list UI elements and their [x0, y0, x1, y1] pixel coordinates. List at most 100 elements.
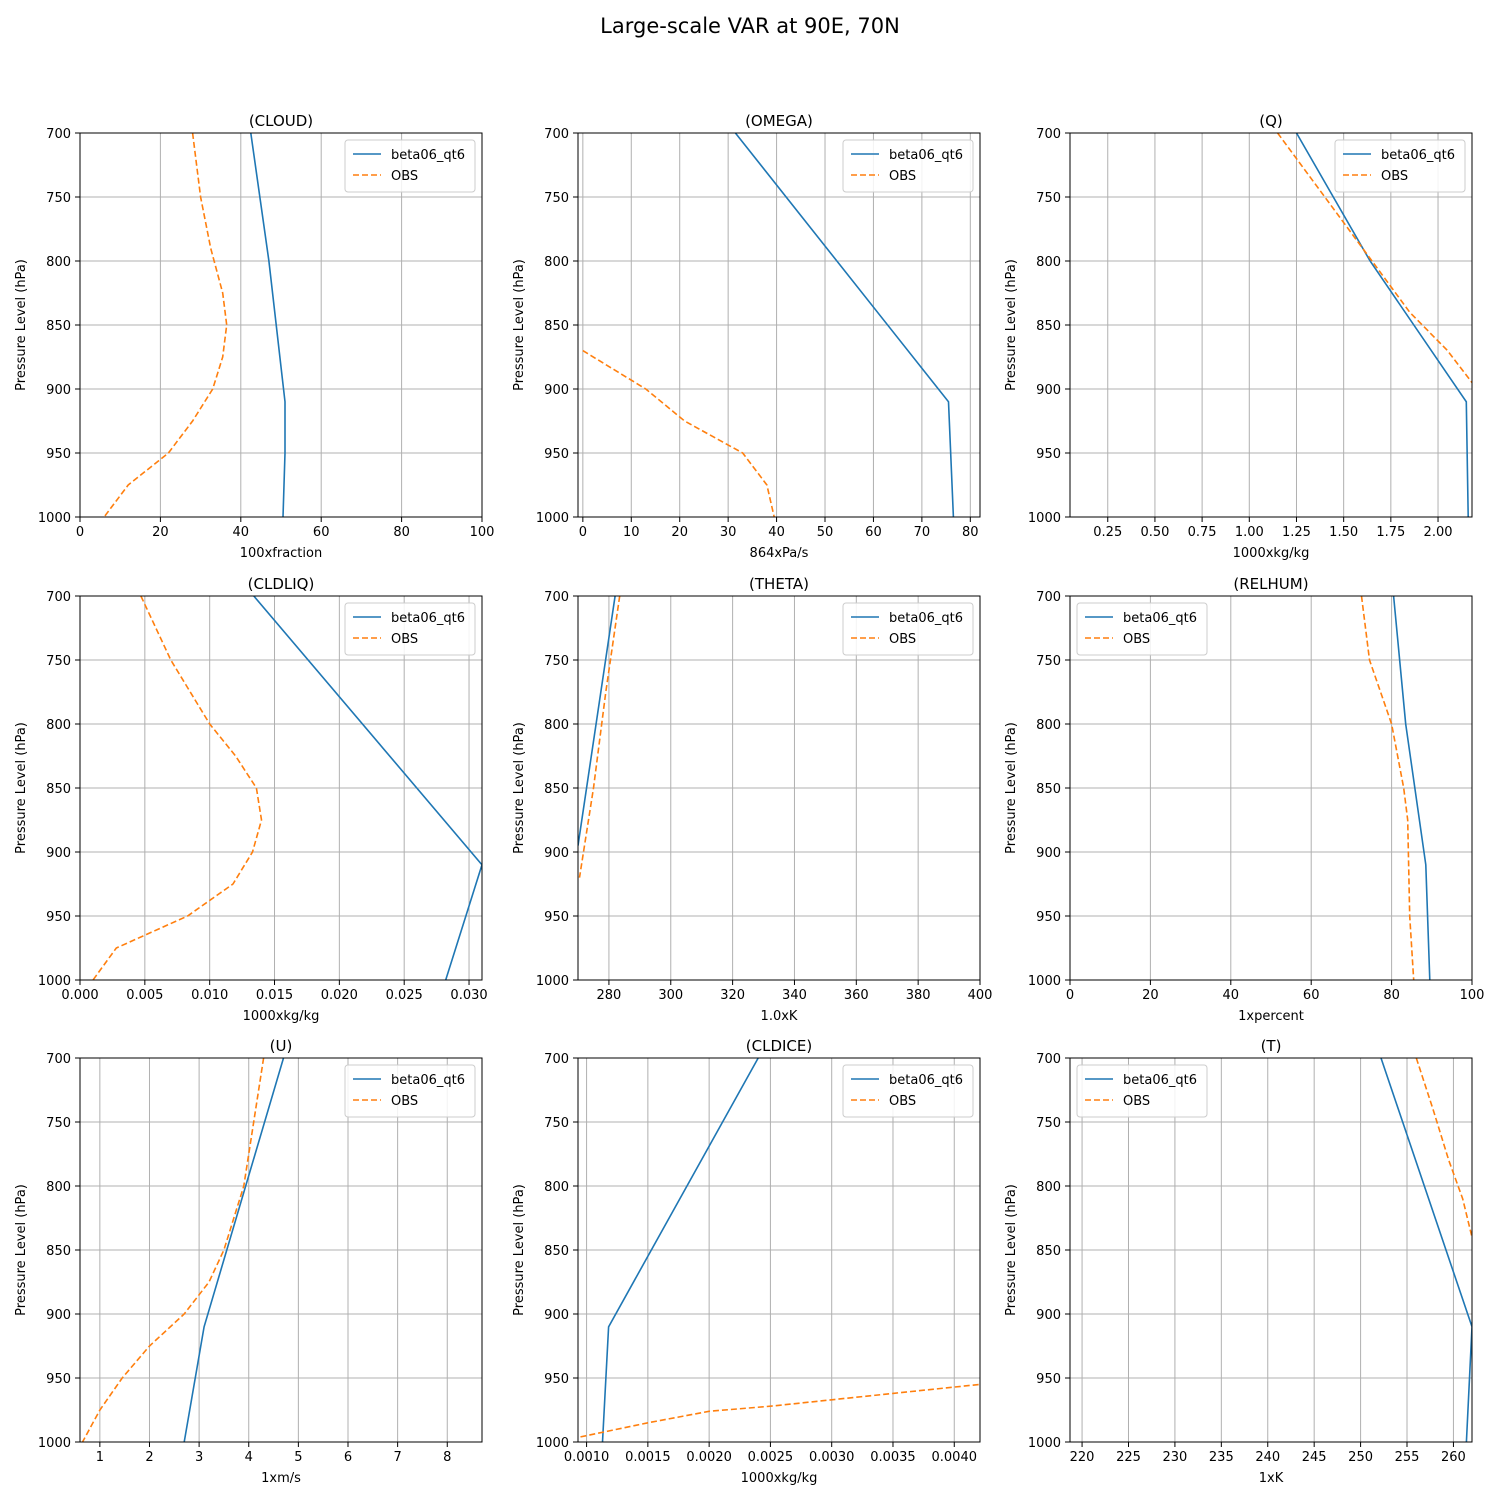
legend-entry: OBS: [391, 169, 418, 184]
x-tick-label: 70: [914, 525, 931, 540]
y-tick-label: 800: [1036, 718, 1061, 733]
subplot-1: 0 10 20 30 40 50 60 70 80 700 750 800 850 900 950 1000 (…: [512, 112, 981, 561]
subplot-7: 0.0010 0.0015 0.0020 0.0025 0.0030 0.0035 0.00…: [512, 1037, 981, 1486]
obs-series-line: [103, 133, 228, 517]
y-tick-label: 950: [46, 910, 71, 925]
x-tick-label: 0.0030: [809, 1450, 855, 1465]
plot-frame: [79, 595, 483, 981]
series-group: [103, 133, 286, 517]
x-tick-label: 280: [597, 988, 622, 1003]
legend-box: [1334, 139, 1466, 193]
y-tick-label: 1000: [38, 974, 71, 989]
y-tick-label: 850: [1036, 319, 1061, 334]
x-tick-label: 255: [1395, 1450, 1420, 1465]
y-tick-label: 750: [544, 654, 569, 669]
series-group: [580, 1058, 980, 1442]
x-tick-label: 220: [1070, 1450, 1095, 1465]
y-tick-label: 900: [46, 383, 71, 398]
legend: beta06_qt6 OBS: [344, 139, 476, 193]
legend-box: [344, 139, 476, 193]
obs-series-line: [580, 1383, 980, 1438]
x-tick-label: 100: [470, 525, 495, 540]
y-tick-label: 800: [1036, 1180, 1061, 1195]
x-tick-label: 360: [844, 988, 869, 1003]
y-tick-label: 800: [46, 255, 71, 270]
model-series-line: [250, 133, 286, 517]
y-tick-label: 800: [544, 255, 569, 270]
legend: beta06_qt6 OBS: [842, 139, 974, 193]
legend-entry: beta06_qt6: [391, 1073, 465, 1088]
legend: beta06_qt6 OBS: [1076, 602, 1208, 656]
y-tick-label: 750: [1036, 654, 1061, 669]
x-tick-label: 340: [782, 988, 807, 1003]
x-tick-label: 3: [195, 1450, 203, 1465]
legend-box: [344, 602, 476, 656]
legend-entry: OBS: [1381, 169, 1408, 184]
x-tick-label: 260: [1441, 1450, 1466, 1465]
y-tick-label: 900: [544, 846, 569, 861]
x-tick-label: 0.0020: [686, 1450, 732, 1465]
legend-entry: OBS: [889, 1094, 916, 1109]
x-tick-label: 5: [294, 1450, 302, 1465]
y-tick-label: 950: [46, 447, 71, 462]
subplot-title: (U): [270, 1037, 293, 1055]
y-tick-label: 950: [544, 1372, 569, 1387]
y-tick-label: 1000: [38, 1436, 71, 1451]
y-tick-label: 1000: [536, 974, 569, 989]
x-tick-label: 0.030: [450, 988, 487, 1003]
legend-entry: beta06_qt6: [889, 611, 963, 626]
subplot-6: 1 2 3 4 5 6 7 8 700 750 800 850 900 950 1000 (U) 1xm/s Pr…: [14, 1037, 483, 1486]
model-series-line: [734, 133, 955, 517]
x-tick-label: 0.000: [61, 988, 98, 1003]
y-tick-label: 800: [1036, 255, 1061, 270]
x-tick-label: 80: [393, 525, 410, 540]
x-axis-label: 1xm/s: [261, 1471, 301, 1486]
y-tick-label: 850: [544, 1244, 569, 1259]
legend: beta06_qt6 OBS: [1076, 1064, 1208, 1118]
plot-frame: [79, 132, 483, 518]
y-axis-label: Pressure Level (hPa): [14, 1184, 29, 1316]
y-tick-label: 850: [1036, 1244, 1061, 1259]
y-tick-label: 700: [544, 590, 569, 605]
subplot-title: (OMEGA): [745, 112, 813, 130]
y-tick-label: 700: [46, 1052, 71, 1067]
series-group: [578, 596, 621, 878]
model-series-line: [183, 1058, 285, 1442]
x-tick-label: 0: [579, 525, 587, 540]
y-tick-label: 950: [1036, 1372, 1061, 1387]
y-tick-label: 750: [46, 654, 71, 669]
y-tick-label: 850: [46, 1244, 71, 1259]
x-tick-label: 40: [233, 525, 250, 540]
legend-entry: OBS: [1123, 632, 1150, 647]
y-tick-label: 1000: [38, 511, 71, 526]
x-tick-label: 80: [1383, 988, 1400, 1003]
y-tick-label: 750: [1036, 191, 1061, 206]
x-tick-label: 0: [76, 525, 84, 540]
y-tick-label: 800: [46, 718, 71, 733]
x-tick-label: 0: [1066, 988, 1074, 1003]
y-tick-label: 750: [46, 1116, 71, 1131]
legend-box: [1076, 602, 1208, 656]
x-tick-label: 235: [1209, 1450, 1234, 1465]
plot-frame: [1069, 1057, 1473, 1443]
x-tick-label: 1.00: [1235, 525, 1264, 540]
x-axis-label: 1000xkg/kg: [1233, 546, 1310, 561]
y-tick-label: 950: [1036, 910, 1061, 925]
y-tick-label: 850: [1036, 782, 1061, 797]
y-tick-label: 1000: [1028, 1436, 1061, 1451]
y-tick-label: 900: [1036, 1308, 1061, 1323]
legend-entry: beta06_qt6: [889, 148, 963, 163]
x-tick-label: 4: [245, 1450, 253, 1465]
y-tick-label: 700: [544, 127, 569, 142]
legend-box: [344, 1064, 476, 1118]
x-tick-label: 20: [152, 525, 169, 540]
y-tick-label: 950: [46, 1372, 71, 1387]
y-tick-label: 950: [544, 447, 569, 462]
x-tick-label: 0.0015: [625, 1450, 671, 1465]
y-tick-label: 750: [1036, 1116, 1061, 1131]
subplot-title: (CLDLIQ): [248, 575, 315, 593]
subplot-title: (RELHUM): [1233, 575, 1308, 593]
legend-entry: beta06_qt6: [1381, 148, 1455, 163]
legend-entry: beta06_qt6: [889, 1073, 963, 1088]
